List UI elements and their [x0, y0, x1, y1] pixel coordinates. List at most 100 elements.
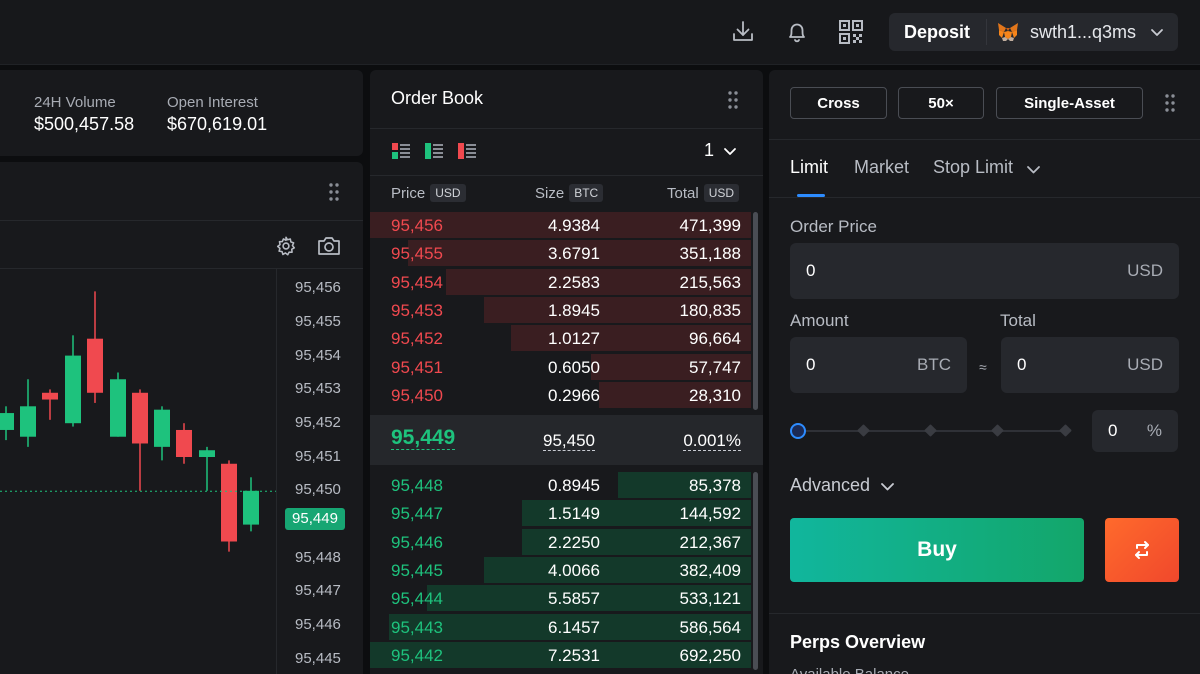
download-icon[interactable] [729, 18, 757, 46]
percent-value[interactable]: 0 [1108, 421, 1118, 440]
candle-body [199, 450, 215, 457]
order-size-cell: 4.9384 [548, 216, 600, 235]
row-separator [370, 379, 751, 381]
depth-bar [522, 528, 751, 556]
row-separator [370, 526, 751, 528]
order-price-cell: 95,454 [391, 272, 443, 292]
price-axis-divider [276, 269, 277, 674]
order-price-cell: 95,455 [391, 244, 443, 264]
percent-unit: % [1146, 421, 1162, 440]
ask-row[interactable]: 95,450 0.2966 28,310 [370, 381, 751, 409]
leverage-button[interactable]: 50× [898, 87, 984, 119]
bid-row[interactable]: 95,444 5.5857 533,121 [370, 585, 751, 613]
price-axis-label: 95,455 [295, 313, 341, 330]
asks-only-view-icon[interactable] [458, 143, 476, 159]
order-total-cell: 96,664 [689, 329, 741, 349]
chevron-down-icon[interactable] [1026, 162, 1041, 177]
order-price-cell: 95,444 [391, 589, 443, 609]
bids-scrollbar[interactable] [753, 472, 758, 670]
amount-label: Amount [790, 311, 849, 330]
order-price-input[interactable]: 0 USD [790, 243, 1179, 299]
deposit-button[interactable]: Deposit [903, 21, 970, 42]
order-price-value[interactable]: 0 [806, 261, 816, 280]
order-total-cell: 351,188 [679, 244, 741, 264]
percent-input[interactable]: 0 % [1092, 410, 1178, 452]
candle-body [154, 409, 170, 447]
ask-row[interactable]: 95,456 4.9384 471,399 [370, 212, 751, 239]
chevron-down-icon[interactable] [880, 479, 895, 494]
asset-mode-button[interactable]: Single-Asset [996, 87, 1143, 119]
bid-row[interactable]: 95,443 6.1457 586,564 [370, 613, 751, 641]
margin-mode-button[interactable]: Cross [790, 87, 887, 119]
drag-handle-icon[interactable] [726, 90, 740, 110]
candlestick-chart[interactable] [0, 269, 276, 674]
camera-icon[interactable] [317, 235, 341, 257]
total-value[interactable]: 0 [1017, 355, 1027, 374]
volume-value: $500,457.58 [34, 114, 135, 134]
candle-body [221, 463, 237, 542]
amount-value[interactable]: 0 [806, 355, 816, 374]
swap-side-button[interactable] [1105, 518, 1179, 582]
tab-market[interactable]: Market [854, 157, 910, 177]
divider [769, 139, 1200, 140]
order-total-cell: 586,564 [679, 617, 741, 637]
ask-row[interactable]: 95,452 1.0127 96,664 [370, 325, 751, 353]
tab-stop-limit[interactable]: Stop Limit [933, 157, 1014, 177]
mid-price[interactable]: 95,449 [391, 426, 456, 450]
order-size-cell: 1.8945 [548, 300, 600, 320]
slider-tick[interactable] [1059, 424, 1072, 437]
bell-icon[interactable] [783, 18, 811, 46]
slider-tick[interactable] [857, 424, 870, 437]
ask-row[interactable]: 95,451 0.6050 57,747 [370, 353, 751, 381]
order-size-cell: 5.5857 [548, 589, 600, 609]
order-total-cell: 212,367 [679, 532, 741, 552]
amount-input[interactable]: 0 BTC [790, 337, 967, 393]
ask-row[interactable]: 95,453 1.8945 180,835 [370, 296, 751, 324]
slider-tick[interactable] [924, 424, 937, 437]
swap-icon [1135, 541, 1149, 559]
amount-slider-knob[interactable] [790, 423, 806, 439]
candle-body [132, 392, 148, 444]
depth-bar [389, 613, 751, 641]
drag-handle-icon[interactable] [1163, 93, 1177, 113]
both-sides-view-icon[interactable] [392, 143, 410, 159]
current-price-tag: 95,449 [285, 508, 345, 530]
advanced-toggle[interactable]: Advanced [790, 475, 871, 495]
wallet-address[interactable]: swth1...q3ms [1030, 22, 1137, 42]
bid-row[interactable]: 95,445 4.0066 382,409 [370, 556, 751, 584]
total-unit-badge: USD [703, 184, 740, 202]
gear-icon[interactable] [275, 235, 297, 257]
mark-price[interactable]: 95,450 [543, 431, 595, 451]
depth-bar [590, 353, 751, 381]
asks-scrollbar[interactable] [753, 212, 758, 410]
bids-only-view-icon[interactable] [425, 143, 443, 159]
buy-button[interactable]: Buy [790, 518, 1084, 582]
bid-row[interactable]: 95,448 0.8945 85,378 [370, 472, 751, 499]
total-input[interactable]: 0 USD [1001, 337, 1179, 393]
row-separator [370, 667, 751, 669]
row-separator [370, 498, 751, 499]
chevron-down-icon[interactable] [1149, 24, 1165, 40]
bid-row[interactable]: 95,446 2.2250 212,367 [370, 528, 751, 556]
total-header-label: Total [667, 184, 699, 202]
ask-row[interactable]: 95,454 2.2583 215,563 [370, 268, 751, 296]
ask-row[interactable]: 95,455 3.6791 351,188 [370, 240, 751, 268]
bid-row[interactable]: 95,442 7.2531 692,250 [370, 641, 751, 669]
size-column-header: Size BTC [535, 184, 604, 202]
active-tab-indicator [797, 194, 825, 197]
chevron-down-icon[interactable] [723, 144, 737, 158]
order-total-cell: 692,250 [679, 645, 741, 665]
slider-tick[interactable] [991, 424, 1004, 437]
tab-limit[interactable]: Limit [790, 157, 829, 177]
qr-code-icon[interactable] [837, 18, 865, 46]
perps-overview-title: Perps Overview [790, 632, 926, 652]
order-form-panel: Cross 50× Single-Asset Limit Market Stop… [769, 70, 1200, 674]
wallet-divider [986, 19, 987, 45]
spread-percent[interactable]: 0.001% [683, 431, 741, 451]
row-separator [370, 554, 751, 556]
spread-bar: 95,449 95,450 0.001% [370, 415, 763, 465]
drag-handle-icon[interactable] [327, 182, 341, 202]
precision-select[interactable]: 1 [704, 140, 715, 160]
order-price-cell: 95,452 [391, 329, 443, 349]
bid-row[interactable]: 95,447 1.5149 144,592 [370, 500, 751, 528]
